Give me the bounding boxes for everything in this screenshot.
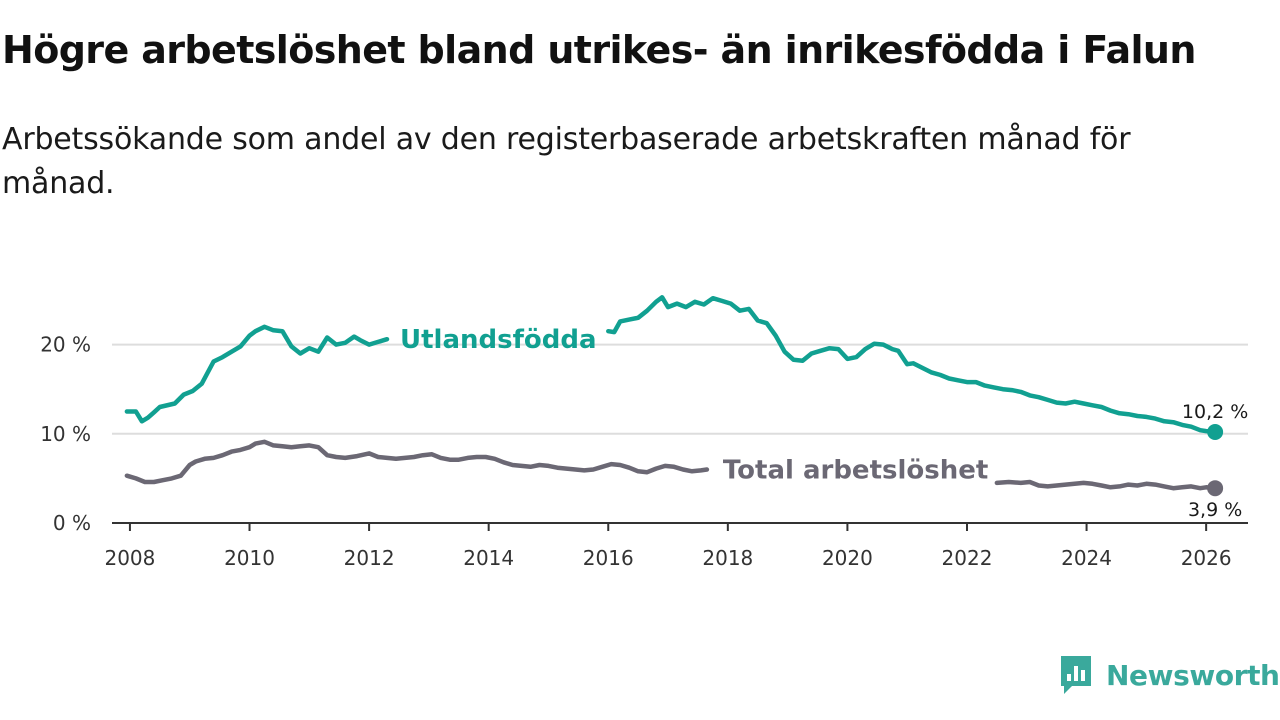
x-tick-label: 2018 — [702, 546, 753, 570]
y-tick-label: 0 % — [53, 511, 91, 535]
endpoint-dot-utlandsfodda — [1207, 424, 1224, 441]
series-line-total-arbetsloshet-segment-2 — [994, 479, 1218, 491]
y-tick-label: 20 % — [40, 333, 91, 357]
series-label-total-arbetsloshet: Total arbetslöshet — [723, 455, 988, 485]
x-tick-label: 2022 — [942, 546, 993, 570]
series-labels: 10,2 % Utlandsfödda 3,9 % Total arbetslöshe… — [400, 325, 1248, 521]
series-line-total-arbetsloshet-segment-1 — [124, 439, 710, 485]
newsworthy-logo-icon — [1061, 656, 1091, 694]
y-tick-label: 10 % — [40, 422, 91, 446]
end-value-label-total-arbetsloshet: 3,9 % — [1188, 499, 1242, 521]
axes: 0 % 10 % 20 % 2008 2010 2012 2014 2016 2018 2020 2… — [40, 333, 1248, 570]
x-tick-label: 2012 — [344, 546, 395, 570]
end-value-label-utlandsfodda: 10,2 % — [1182, 401, 1248, 423]
newsworthy-logo-text: Newsworthy — [1106, 658, 1280, 692]
series-lines — [124, 295, 1224, 497]
x-tick-label: 2014 — [463, 546, 514, 570]
series-label-utlandsfodda: Utlandsfödda — [400, 325, 597, 355]
x-tick-label: 2020 — [822, 546, 873, 570]
series-line-utlandsfodda-segment-2 — [606, 295, 1218, 435]
newsworthy-logo: Newsworthy — [1058, 654, 1280, 696]
x-tick-label: 2008 — [104, 546, 155, 570]
series-line-utlandsfodda-segment-1 — [124, 324, 390, 424]
endpoint-dot-total-arbetsloshet — [1207, 480, 1224, 497]
chart-subtitle: Arbetssökande som andel av den registerb… — [2, 122, 1131, 201]
x-tick-label: 2010 — [224, 546, 275, 570]
x-tick-label: 2026 — [1181, 546, 1232, 570]
chart-title: Högre arbetslöshet bland utrikes- än inr… — [2, 28, 1196, 72]
x-tick-label: 2016 — [583, 546, 634, 570]
gridlines — [112, 343, 1248, 435]
x-tick-label: 2024 — [1061, 546, 1112, 570]
